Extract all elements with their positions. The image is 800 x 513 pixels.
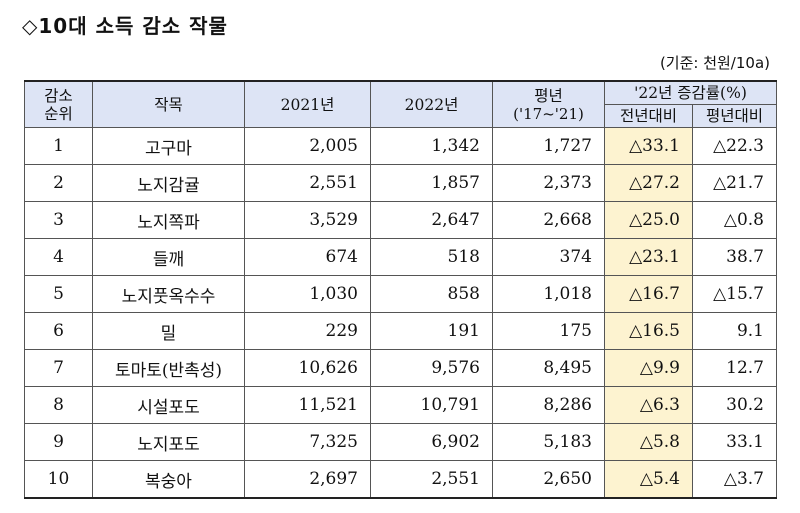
value-2022-cell: 858 [370, 275, 493, 313]
header-avg-line2: ('17~'21) [513, 104, 584, 123]
page-title: ◇10대 소득 감소 작물 [22, 14, 228, 38]
crop-cell: 노지포도 [92, 423, 245, 461]
value-2022-cell: 518 [370, 238, 493, 276]
change-vs-avg-cell: △3.7 [692, 460, 777, 499]
value-2022-cell: 1,857 [370, 164, 493, 202]
rank-cell: 10 [24, 460, 93, 499]
avg-value-cell: 1,018 [492, 275, 605, 313]
header-avg: 평년 ('17~'21) [492, 80, 605, 128]
value-2021-cell: 3,529 [244, 201, 371, 239]
table-row: 6 밀 229 191 175 △16.5 9.1 [24, 312, 777, 350]
value-2022-cell: 2,647 [370, 201, 493, 239]
crop-cell: 밀 [92, 312, 245, 350]
crop-cell: 들깨 [92, 238, 245, 276]
table-row: 2 노지감귤 2,551 1,857 2,373 △27.2 △21.7 [24, 164, 777, 202]
avg-value-cell: 5,183 [492, 423, 605, 461]
avg-value-cell: 374 [492, 238, 605, 276]
avg-value-cell: 175 [492, 312, 605, 350]
crop-cell: 복숭아 [92, 460, 245, 499]
avg-value-cell: 8,495 [492, 349, 605, 387]
rank-cell: 8 [24, 386, 93, 424]
rank-cell: 7 [24, 349, 93, 387]
header-change: '22년 증감률(%) [604, 80, 777, 105]
table-row: 1 고구마 2,005 1,342 1,727 △33.1 △22.3 [24, 127, 777, 165]
crop-cell: 시설포도 [92, 386, 245, 424]
change-vs-prev-cell: △6.3 [604, 386, 693, 424]
value-2021-cell: 10,626 [244, 349, 371, 387]
change-vs-avg-cell: △22.3 [692, 127, 777, 165]
avg-value-cell: 2,650 [492, 460, 605, 499]
rank-cell: 5 [24, 275, 93, 313]
value-2021-cell: 1,030 [244, 275, 371, 313]
crop-cell: 노지감귤 [92, 164, 245, 202]
change-vs-avg-cell: △21.7 [692, 164, 777, 202]
avg-value-cell: 2,373 [492, 164, 605, 202]
value-2022-cell: 1,342 [370, 127, 493, 165]
header-rank-line2: 순위 [44, 104, 73, 123]
value-2022-cell: 9,576 [370, 349, 493, 387]
rank-cell: 2 [24, 164, 93, 202]
rank-cell: 1 [24, 127, 93, 165]
header-avg-line1: 평년 [534, 86, 563, 105]
change-vs-avg-cell: 12.7 [692, 349, 777, 387]
change-vs-avg-cell: 9.1 [692, 312, 777, 350]
change-vs-prev-cell: △27.2 [604, 164, 693, 202]
table-row: 4 들깨 674 518 374 △23.1 38.7 [24, 238, 777, 276]
change-vs-prev-cell: △5.4 [604, 460, 693, 499]
change-vs-prev-cell: △9.9 [604, 349, 693, 387]
change-vs-prev-cell: △25.0 [604, 201, 693, 239]
table-row: 3 노지쪽파 3,529 2,647 2,668 △25.0 △0.8 [24, 201, 777, 239]
change-vs-avg-cell: 38.7 [692, 238, 777, 276]
unit-note: (기준: 천원/10a) [659, 54, 770, 72]
value-2021-cell: 2,697 [244, 460, 371, 499]
table-row: 5 노지풋옥수수 1,030 858 1,018 △16.7 △15.7 [24, 275, 777, 313]
value-2022-cell: 191 [370, 312, 493, 350]
rank-cell: 6 [24, 312, 93, 350]
change-vs-avg-cell: △0.8 [692, 201, 777, 239]
table-row: 7 토마토(반촉성) 10,626 9,576 8,495 △9.9 12.7 [24, 349, 777, 387]
avg-value-cell: 8,286 [492, 386, 605, 424]
header-crop: 작목 [92, 80, 245, 128]
change-vs-avg-cell: 30.2 [692, 386, 777, 424]
change-vs-avg-cell: 33.1 [692, 423, 777, 461]
change-vs-prev-cell: △5.8 [604, 423, 693, 461]
table-row: 9 노지포도 7,325 6,902 5,183 △5.8 33.1 [24, 423, 777, 461]
rank-cell: 9 [24, 423, 93, 461]
avg-value-cell: 2,668 [492, 201, 605, 239]
value-2022-cell: 10,791 [370, 386, 493, 424]
change-vs-prev-cell: △16.7 [604, 275, 693, 313]
crop-cell: 노지쪽파 [92, 201, 245, 239]
value-2022-cell: 6,902 [370, 423, 493, 461]
header-vs-avg: 평년대비 [692, 104, 777, 128]
value-2021-cell: 2,551 [244, 164, 371, 202]
change-vs-prev-cell: △23.1 [604, 238, 693, 276]
rank-cell: 3 [24, 201, 93, 239]
crop-cell: 토마토(반촉성) [92, 349, 245, 387]
value-2022-cell: 2,551 [370, 460, 493, 499]
table-row: 8 시설포도 11,521 10,791 8,286 △6.3 30.2 [24, 386, 777, 424]
value-2021-cell: 2,005 [244, 127, 371, 165]
header-vs-prev: 전년대비 [604, 104, 693, 128]
header-rank: 감소 순위 [24, 80, 93, 128]
change-vs-prev-cell: △33.1 [604, 127, 693, 165]
value-2021-cell: 229 [244, 312, 371, 350]
rank-cell: 4 [24, 238, 93, 276]
header-2021: 2021년 [244, 80, 371, 128]
header-rank-line1: 감소 [44, 86, 73, 105]
value-2021-cell: 7,325 [244, 423, 371, 461]
header-2022: 2022년 [370, 80, 493, 128]
table-row: 10 복숭아 2,697 2,551 2,650 △5.4 △3.7 [24, 460, 777, 499]
crop-cell: 고구마 [92, 127, 245, 165]
change-vs-avg-cell: △15.7 [692, 275, 777, 313]
change-vs-prev-cell: △16.5 [604, 312, 693, 350]
value-2021-cell: 674 [244, 238, 371, 276]
income-decrease-table: 감소 순위 작목 2021년 2022년 평년 ('17~'21) '22년 증… [24, 80, 777, 499]
table-body: 1 고구마 2,005 1,342 1,727 △33.1 △22.3 2 노지감귤 2,551 1… [24, 127, 777, 499]
value-2021-cell: 11,521 [244, 386, 371, 424]
crop-cell: 노지풋옥수수 [92, 275, 245, 313]
avg-value-cell: 1,727 [492, 127, 605, 165]
